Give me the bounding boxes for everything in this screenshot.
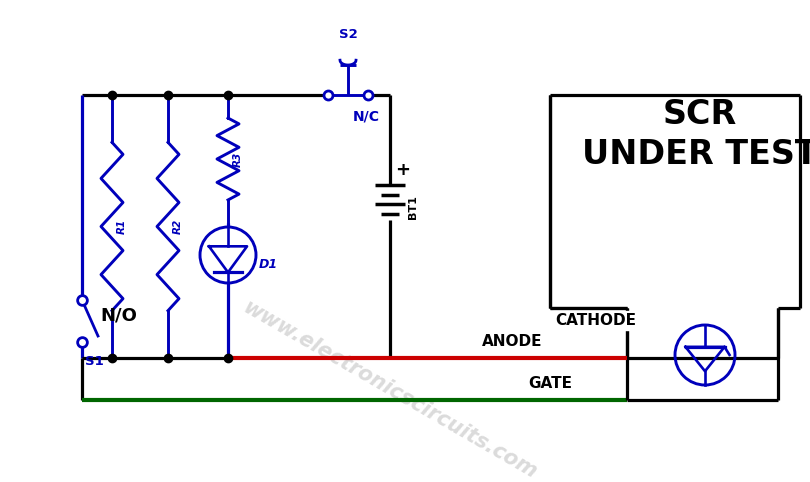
Text: N/C: N/C — [353, 109, 380, 123]
Text: +: + — [395, 161, 410, 179]
Text: BT1: BT1 — [408, 196, 418, 219]
Text: R3: R3 — [233, 151, 243, 167]
Text: D1: D1 — [259, 258, 278, 271]
Text: GATE: GATE — [528, 376, 572, 391]
Text: R1: R1 — [117, 219, 127, 234]
Text: UNDER TEST: UNDER TEST — [582, 138, 810, 172]
Text: SCR: SCR — [663, 98, 737, 132]
Text: S2: S2 — [339, 28, 357, 41]
Text: ANODE: ANODE — [481, 334, 542, 349]
Text: N/O: N/O — [100, 307, 137, 325]
Text: www.electronicscircuits.com: www.electronicscircuits.com — [240, 297, 540, 482]
Text: S1: S1 — [85, 355, 104, 368]
Text: R2: R2 — [173, 219, 183, 234]
Text: CATHODE: CATHODE — [555, 313, 636, 328]
